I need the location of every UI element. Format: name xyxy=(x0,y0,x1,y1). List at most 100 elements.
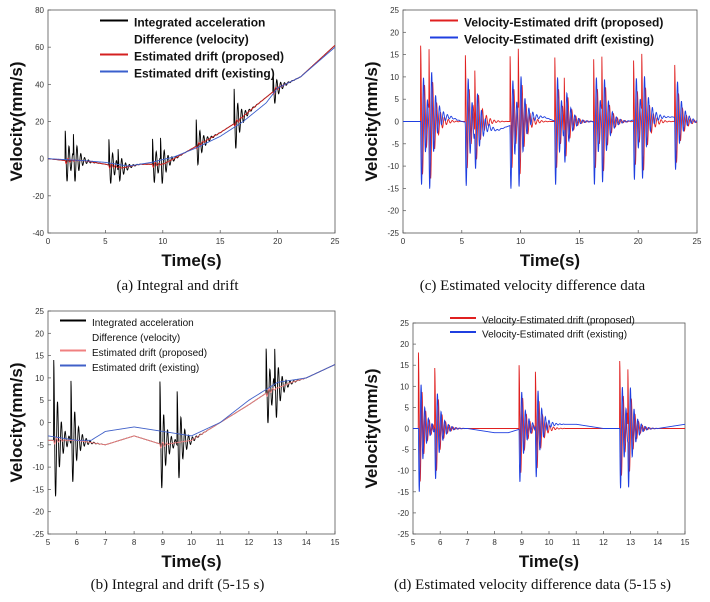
x-tick-label: 15 xyxy=(331,538,340,547)
x-tick-label: 7 xyxy=(103,538,108,547)
legend-label: Integrated acceleration xyxy=(92,318,194,329)
x-tick-label: 10 xyxy=(516,237,525,246)
y-tick-label: 10 xyxy=(35,374,44,383)
y-tick-label: 25 xyxy=(400,319,409,328)
y-tick-label: 5 xyxy=(405,403,410,412)
x-tick-label: 9 xyxy=(520,538,525,547)
caption-d: (d) Estimated velocity difference data (… xyxy=(393,577,672,593)
y-tick-label: 40 xyxy=(35,80,44,89)
y-axis-title: Velocity(mm/s) xyxy=(362,369,381,489)
x-tick-label: 6 xyxy=(438,538,443,547)
legend-label: Difference (velocity) xyxy=(92,333,180,344)
plot-area-b xyxy=(47,310,336,535)
y-tick-label: -20 xyxy=(397,509,409,518)
x-tick-label: 20 xyxy=(273,237,282,246)
x-tick-label: 8 xyxy=(132,538,137,547)
y-tick-label: 0 xyxy=(395,118,400,127)
x-tick-label: 0 xyxy=(401,237,406,246)
plot-area-a xyxy=(47,9,336,234)
legend-label: Estimated drift (existing) xyxy=(92,363,199,374)
x-tick-label: 20 xyxy=(634,237,643,246)
y-axis-title: Velocity(mm/s) xyxy=(7,363,26,483)
y-tick-label: 20 xyxy=(35,329,44,338)
chart-panel-b: 5 6 7 8 9 10 11 12 13 14 15 -25 -20 -15 -10 -5 0 5 10 15 20 2… xyxy=(0,301,355,602)
y-tick-label: -5 xyxy=(402,446,410,455)
y-tick-label: 10 xyxy=(400,382,409,391)
x-axis-title: Time(s) xyxy=(519,552,579,571)
y-tick-label: -15 xyxy=(397,488,409,497)
x-tick-label: 10 xyxy=(187,538,196,547)
x-tick-label: 5 xyxy=(460,237,465,246)
series-line-2 xyxy=(413,384,685,492)
y-tick-label: -40 xyxy=(32,229,44,238)
x-tick-label: 15 xyxy=(216,237,225,246)
y-tick-label: -20 xyxy=(32,192,44,201)
y-axis-title: Velocity(mm/s) xyxy=(7,62,26,182)
series-group xyxy=(48,348,335,497)
y-tick-label: -5 xyxy=(37,441,45,450)
y-tick-label: 0 xyxy=(40,155,45,164)
y-tick-label: 20 xyxy=(35,118,44,127)
y-tick-label: 20 xyxy=(400,340,409,349)
legend-label: Velocity-Estimated drift (existing) xyxy=(482,329,627,340)
series-line-1 xyxy=(403,45,697,179)
chart-c: 0 5 10 15 20 25 -25 -20 -15 -10 -5 0 5 10 15 20 25 Time(s… xyxy=(362,6,702,270)
legend-label: Estimated drift (proposed) xyxy=(134,50,284,64)
x-tick-label: 12 xyxy=(599,538,608,547)
y-tick-label: 0 xyxy=(40,419,45,428)
y-tick-label: -15 xyxy=(32,485,44,494)
y-tick-label: -10 xyxy=(32,463,44,472)
series-line-2 xyxy=(48,364,335,449)
x-tick-label: 15 xyxy=(681,538,690,547)
x-tick-label: 8 xyxy=(492,538,497,547)
x-tick-label: 12 xyxy=(244,538,253,547)
y-tick-label: 15 xyxy=(390,51,399,60)
x-tick-label: 11 xyxy=(572,538,581,547)
x-tick-label: 10 xyxy=(158,237,167,246)
y-tick-label: 5 xyxy=(395,95,400,104)
legend-label: Difference (velocity) xyxy=(134,33,249,47)
x-tick-label: 7 xyxy=(465,538,470,547)
legend-label: Integrated acceleration xyxy=(134,16,265,30)
y-tick-label: -15 xyxy=(387,184,399,193)
y-tick-label: 20 xyxy=(390,28,399,37)
legend-label: Estimated drift (existing) xyxy=(134,67,275,81)
y-tick-label: -20 xyxy=(32,508,44,517)
x-tick-label: 25 xyxy=(331,237,340,246)
x-tick-label: 5 xyxy=(103,237,108,246)
caption-a: (a) Integral and drift xyxy=(116,278,239,294)
x-tick-label: 25 xyxy=(693,237,702,246)
chart-panel-c: 0 5 10 15 20 25 -25 -20 -15 -10 -5 0 5 10 15 20 25 Time(s… xyxy=(355,0,710,301)
x-tick-label: 13 xyxy=(273,538,282,547)
y-tick-label: 15 xyxy=(400,361,409,370)
caption-c: (c) Estimated velocity difference data xyxy=(419,278,646,294)
chart-d: 5 6 7 8 9 10 11 12 13 14 15 -25 -20 -15 -10 -5 0 5 10 15 20 2… xyxy=(362,315,690,571)
y-tick-label: -25 xyxy=(32,530,44,539)
series-line-3 xyxy=(48,46,335,167)
x-tick-label: 6 xyxy=(74,538,79,547)
y-tick-label: 25 xyxy=(35,307,44,316)
chart-panel-a: 0 5 10 15 20 25 -40 -20 0 20 40 60 80 Time(s) Velocity… xyxy=(0,0,355,301)
legend-label: Velocity-Estimated drift (existing) xyxy=(464,33,654,47)
series-group xyxy=(403,45,697,189)
y-axis-title: Velocity(mm/s) xyxy=(362,62,381,182)
y-tick-label: -25 xyxy=(397,530,409,539)
x-axis-title: Time(s) xyxy=(161,251,221,270)
x-axis-title: Time(s) xyxy=(520,251,580,270)
x-tick-label: 13 xyxy=(626,538,635,547)
series-line-3 xyxy=(48,364,335,441)
chart-a: 0 5 10 15 20 25 -40 -20 0 20 40 60 80 Time(s) Velocity… xyxy=(7,6,340,270)
legend-label: Estimated drift (proposed) xyxy=(92,348,207,359)
x-tick-label: 9 xyxy=(161,538,166,547)
y-tick-label: -10 xyxy=(397,467,409,476)
y-tick-label: -5 xyxy=(392,140,400,149)
legend-label: Velocity-Estimated drift (proposed) xyxy=(482,315,635,326)
x-tick-label: 14 xyxy=(653,538,662,547)
y-tick-label: -25 xyxy=(387,229,399,238)
y-tick-label: 5 xyxy=(40,396,45,405)
y-tick-label: -10 xyxy=(387,162,399,171)
series-group xyxy=(48,44,335,185)
x-axis-title: Time(s) xyxy=(161,552,221,571)
y-tick-label: 0 xyxy=(405,425,410,434)
series-group xyxy=(413,352,685,492)
